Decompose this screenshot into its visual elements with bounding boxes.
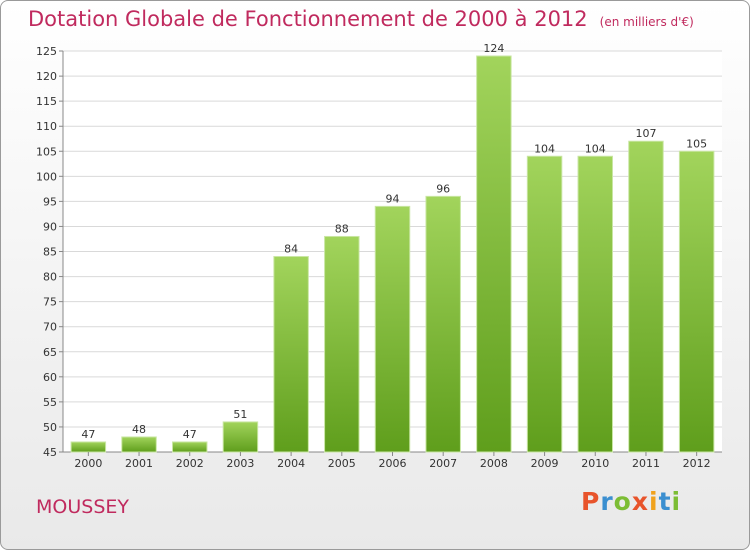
x-tick-label: 2008 — [480, 457, 508, 470]
data-label: 104 — [585, 142, 606, 155]
y-tick-label: 90 — [43, 220, 57, 233]
bar — [374, 205, 411, 453]
bar — [476, 55, 512, 453]
bar — [425, 195, 461, 453]
title-text: Dotation Globale de Fonctionnement de 20… — [28, 7, 588, 31]
y-tick-label: 55 — [43, 396, 57, 409]
bar — [222, 421, 259, 453]
x-tick-label: 2004 — [277, 457, 305, 470]
x-tick-label: 2010 — [581, 457, 609, 470]
data-label: 105 — [686, 137, 707, 150]
y-tick-label: 80 — [43, 271, 57, 284]
bar — [628, 140, 664, 453]
proxiti-logo: Proxiti — [581, 487, 682, 516]
x-tick-label: 2012 — [683, 457, 711, 470]
y-tick-label: 105 — [36, 145, 57, 158]
x-tick-label: 2011 — [632, 457, 660, 470]
chart-title: Dotation Globale de Fonctionnement de 20… — [28, 7, 694, 31]
x-tick-label: 2002 — [176, 457, 204, 470]
y-tick-label: 115 — [36, 95, 57, 108]
data-label: 96 — [436, 182, 450, 195]
y-tick-label: 65 — [43, 346, 57, 359]
y-tick-label: 45 — [43, 446, 57, 459]
data-label: 47 — [81, 428, 95, 441]
data-label: 107 — [635, 127, 656, 140]
x-tick-label: 2006 — [379, 457, 407, 470]
bar — [324, 235, 360, 453]
bar — [171, 441, 208, 453]
y-tick-label: 50 — [43, 421, 57, 434]
commune-name: MOUSSEY — [36, 496, 129, 518]
x-tick-label: 2003 — [226, 457, 254, 470]
bar — [678, 150, 715, 453]
x-tick-label: 2007 — [429, 457, 457, 470]
x-tick-label: 2005 — [328, 457, 356, 470]
data-label: 94 — [386, 192, 400, 205]
y-tick-label: 95 — [43, 195, 57, 208]
data-label: 88 — [335, 222, 349, 235]
y-tick-label: 75 — [43, 296, 57, 309]
x-tick-label: 2000 — [74, 457, 102, 470]
bar — [273, 256, 309, 453]
data-label: 51 — [233, 408, 247, 421]
chart-subtitle: (en milliers d'€) — [599, 15, 694, 29]
y-tick-label: 60 — [43, 371, 57, 384]
bar — [526, 155, 563, 453]
bar — [70, 441, 107, 453]
y-tick-label: 110 — [36, 120, 57, 133]
bar — [577, 155, 614, 453]
x-tick-label: 2001 — [125, 457, 153, 470]
y-tick-label: 85 — [43, 246, 57, 259]
data-label: 104 — [534, 142, 555, 155]
y-tick-label: 70 — [43, 321, 57, 334]
y-tick-label: 120 — [36, 70, 57, 83]
data-label: 47 — [183, 428, 197, 441]
data-label: 124 — [483, 42, 504, 55]
data-label: 84 — [284, 243, 298, 256]
x-tick-label: 2009 — [531, 457, 559, 470]
y-tick-label: 100 — [36, 170, 57, 183]
y-tick-label: 125 — [36, 45, 57, 58]
data-label: 48 — [132, 423, 146, 436]
bar — [121, 436, 157, 453]
